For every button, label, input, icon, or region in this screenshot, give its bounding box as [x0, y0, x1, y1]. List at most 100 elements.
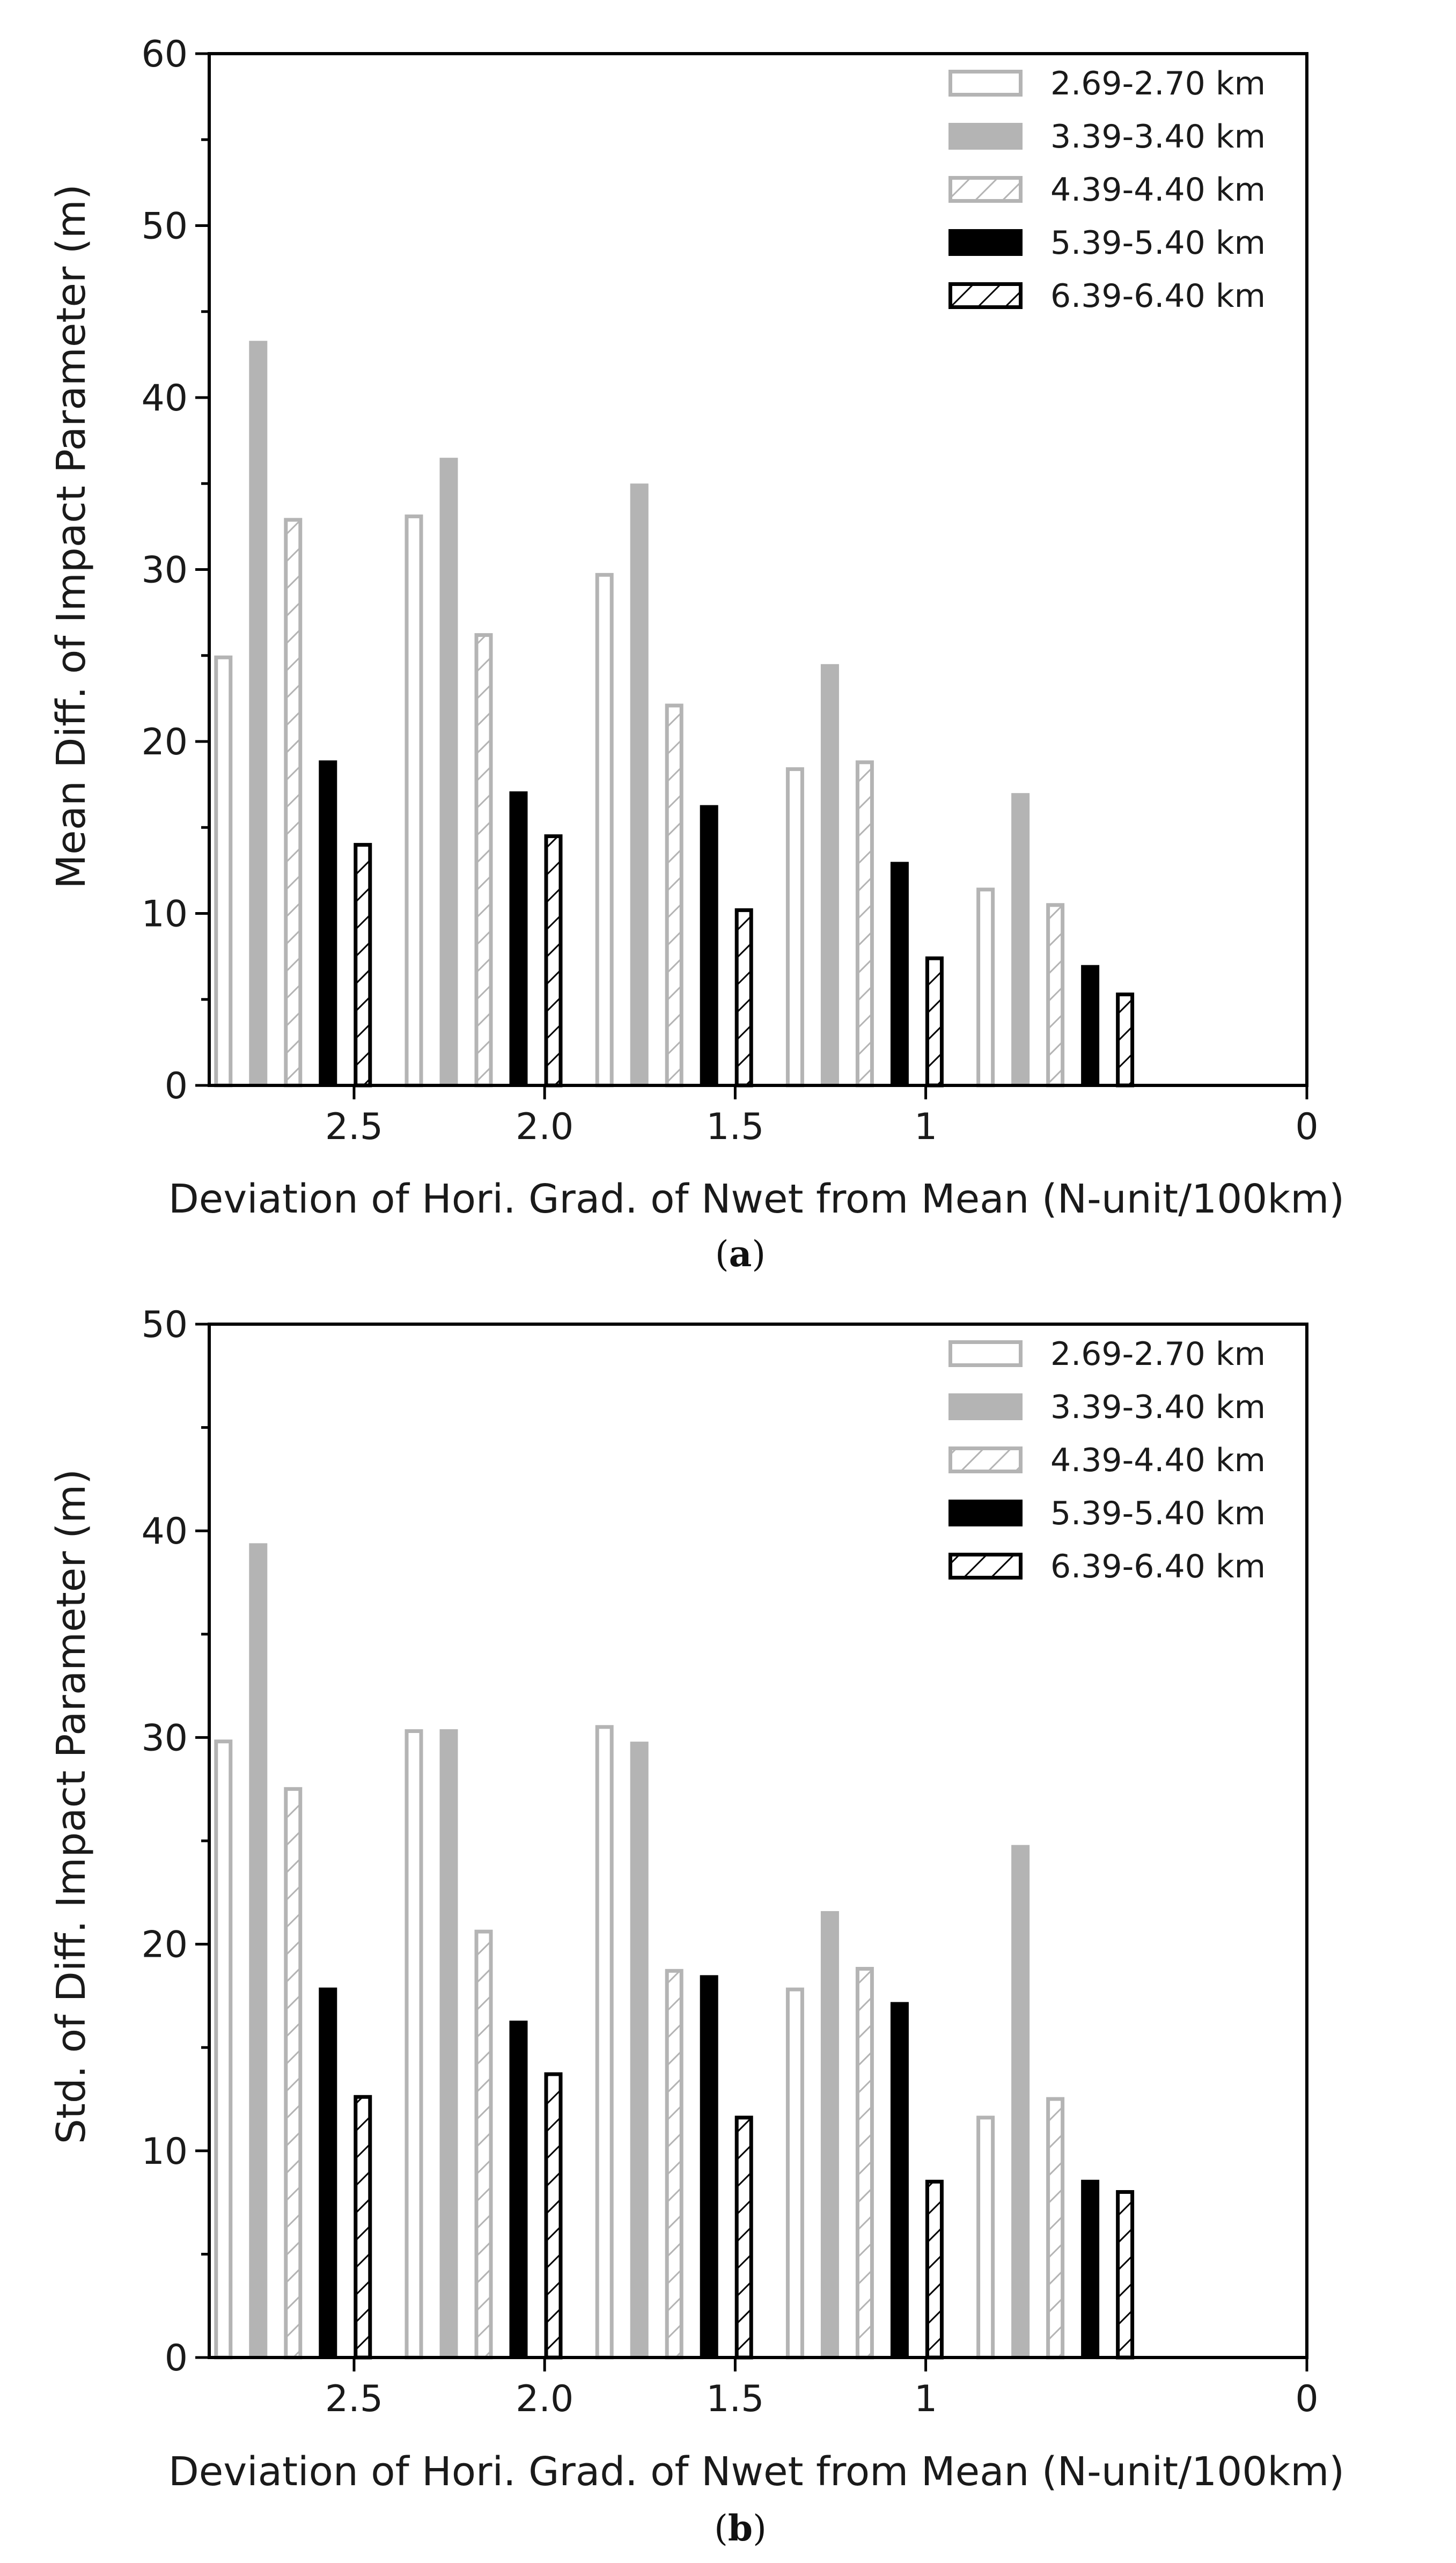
ytick-label-a-30: 30 — [141, 549, 188, 592]
legend-label-a-1: 2.69-2.70 km — [1050, 65, 1266, 102]
bar-a-series5-group1 — [354, 843, 372, 1088]
legend-swatch-b-2 — [948, 1393, 1023, 1420]
xtick-label-b-1.5: 1.5 — [706, 2378, 764, 2420]
bar-a-series3-group5 — [1046, 903, 1065, 1088]
bar-b-series1-group1 — [214, 1739, 233, 2360]
bar-b-series1-group4 — [785, 1987, 804, 2360]
bar-b-series3-group5 — [1046, 2097, 1065, 2360]
bar-b-series3-group1 — [284, 1787, 303, 2360]
legend-label-b-3: 4.39-4.40 km — [1050, 1442, 1266, 1479]
ytick-label-b-20: 20 — [141, 1924, 188, 1966]
ytick-label-a-50: 50 — [141, 205, 188, 248]
bar-b-series1-group3 — [595, 1725, 614, 2360]
bar-a-series2-group5 — [1011, 793, 1030, 1085]
ytick-label-a-10: 10 — [141, 893, 188, 936]
legend-swatch-a-5 — [948, 282, 1023, 309]
legend-label-a-3: 4.39-4.40 km — [1050, 171, 1266, 209]
legend-label-a-5: 6.39-6.40 km — [1050, 277, 1266, 315]
xtick-label-a-2.5: 2.5 — [325, 1106, 383, 1148]
legend-swatch-a-3 — [948, 176, 1023, 203]
bar-a-series3-group4 — [855, 760, 874, 1088]
xlabel-b: Deviation of Hori. Grad. of Nwet from Me… — [168, 2449, 1344, 2495]
caption-letter-b: b — [728, 2507, 753, 2549]
bar-a-series2-group2 — [439, 458, 458, 1085]
caption-b: (b) — [714, 2507, 767, 2549]
xtick-label-a-0: 0 — [1295, 1106, 1318, 1148]
legend-swatch-a-2 — [948, 123, 1023, 150]
ytick-label-a-60: 60 — [141, 33, 188, 76]
legend-swatch-a-1 — [948, 70, 1023, 97]
bar-b-series4-group1 — [319, 1987, 337, 2358]
bar-a-series5-group5 — [1116, 992, 1135, 1088]
bar-a-series4-group4 — [890, 862, 909, 1085]
bar-a-series4-group1 — [319, 760, 337, 1085]
bar-a-series1-group4 — [785, 767, 804, 1088]
legend-swatch-b-5 — [948, 1553, 1023, 1580]
xtick-label-b-1: 1 — [914, 2378, 937, 2420]
ytick-label-b-40: 40 — [141, 1510, 188, 1553]
bar-b-series2-group4 — [820, 1911, 839, 2358]
caption-letter-a: a — [729, 1233, 752, 1275]
ytick-label-a-20: 20 — [141, 721, 188, 763]
bar-b-series2-group5 — [1011, 1845, 1030, 2358]
bar-b-series2-group2 — [439, 1729, 458, 2358]
legend-label-b-1: 2.69-2.70 km — [1050, 1335, 1266, 1373]
bar-a-series3-group3 — [665, 703, 683, 1088]
bar-b-series5-group2 — [544, 2072, 563, 2360]
ylabel-b: Std. of Diff. Impact Parameter (m) — [48, 1469, 94, 2144]
xtick-label-a-1.5: 1.5 — [706, 1106, 764, 1148]
bar-a-series5-group4 — [925, 956, 944, 1088]
bar-b-series5-group1 — [354, 2095, 372, 2360]
ytick-label-b-0: 0 — [165, 2337, 188, 2380]
xlabel-a: Deviation of Hori. Grad. of Nwet from Me… — [168, 1176, 1344, 1222]
legend-label-b-4: 5.39-5.40 km — [1050, 1495, 1266, 1532]
bar-b-series5-group5 — [1116, 2190, 1135, 2360]
ytick-label-a-40: 40 — [141, 377, 188, 420]
bar-a-series1-group2 — [405, 514, 423, 1088]
bar-a-series1-group1 — [214, 655, 233, 1088]
legend-label-b-5: 6.39-6.40 km — [1050, 1548, 1266, 1585]
bar-b-series4-group4 — [890, 2002, 909, 2358]
bar-a-series5-group3 — [734, 908, 753, 1088]
legend-label-b-2: 3.39-3.40 km — [1050, 1389, 1266, 1426]
bar-a-series3-group1 — [284, 518, 303, 1088]
xtick-label-b-0: 0 — [1295, 2378, 1318, 2420]
bar-b-series5-group4 — [925, 2179, 944, 2360]
xtick-label-a-2.0: 2.0 — [516, 1106, 573, 1148]
bar-b-series2-group3 — [630, 1742, 649, 2358]
ytick-label-b-10: 10 — [141, 2131, 188, 2173]
bar-a-series4-group2 — [509, 791, 528, 1085]
ytick-label-b-30: 30 — [141, 1717, 188, 1759]
chart-panel-a: Mean Diff. of Impact Parameter (m) Devia… — [48, 33, 1344, 1275]
ytick-label-b-50: 50 — [141, 1304, 188, 1346]
bar-b-series3-group4 — [855, 1966, 874, 2360]
bar-a-series1-group5 — [976, 887, 995, 1088]
bar-a-series2-group3 — [630, 483, 649, 1085]
legend-swatch-b-3 — [948, 1446, 1023, 1473]
xtick-label-b-2.0: 2.0 — [516, 2378, 573, 2420]
xtick-label-b-2.5: 2.5 — [325, 2378, 383, 2420]
bar-a-series2-group1 — [249, 341, 268, 1085]
bar-a-series5-group2 — [544, 834, 563, 1088]
ytick-label-a-0: 0 — [165, 1065, 188, 1107]
bar-b-series4-group3 — [700, 1975, 718, 2358]
bar-b-series2-group1 — [249, 1543, 268, 2358]
legend-swatch-b-1 — [948, 1340, 1023, 1367]
bar-b-series1-group2 — [405, 1729, 423, 2360]
legend-swatch-b-4 — [948, 1500, 1023, 1526]
caption-a: (a) — [715, 1233, 766, 1275]
ylabel-a: Mean Diff. of Impact Parameter (m) — [48, 184, 94, 888]
bar-a-series4-group5 — [1081, 965, 1100, 1085]
chart-panel-b: Std. of Diff. Impact Parameter (m) Devia… — [48, 1304, 1344, 2549]
xtick-label-a-1: 1 — [914, 1106, 937, 1148]
bar-b-series3-group2 — [474, 1929, 493, 2360]
bar-a-series4-group3 — [700, 805, 718, 1085]
bar-b-series1-group5 — [976, 2116, 995, 2360]
bar-b-series4-group2 — [509, 2021, 528, 2358]
bar-a-series3-group2 — [474, 633, 493, 1088]
legend-label-a-2: 3.39-3.40 km — [1050, 118, 1266, 156]
legend-label-a-4: 5.39-5.40 km — [1050, 224, 1266, 262]
bar-b-series5-group3 — [734, 2116, 753, 2360]
bar-b-series4-group5 — [1081, 2179, 1100, 2358]
